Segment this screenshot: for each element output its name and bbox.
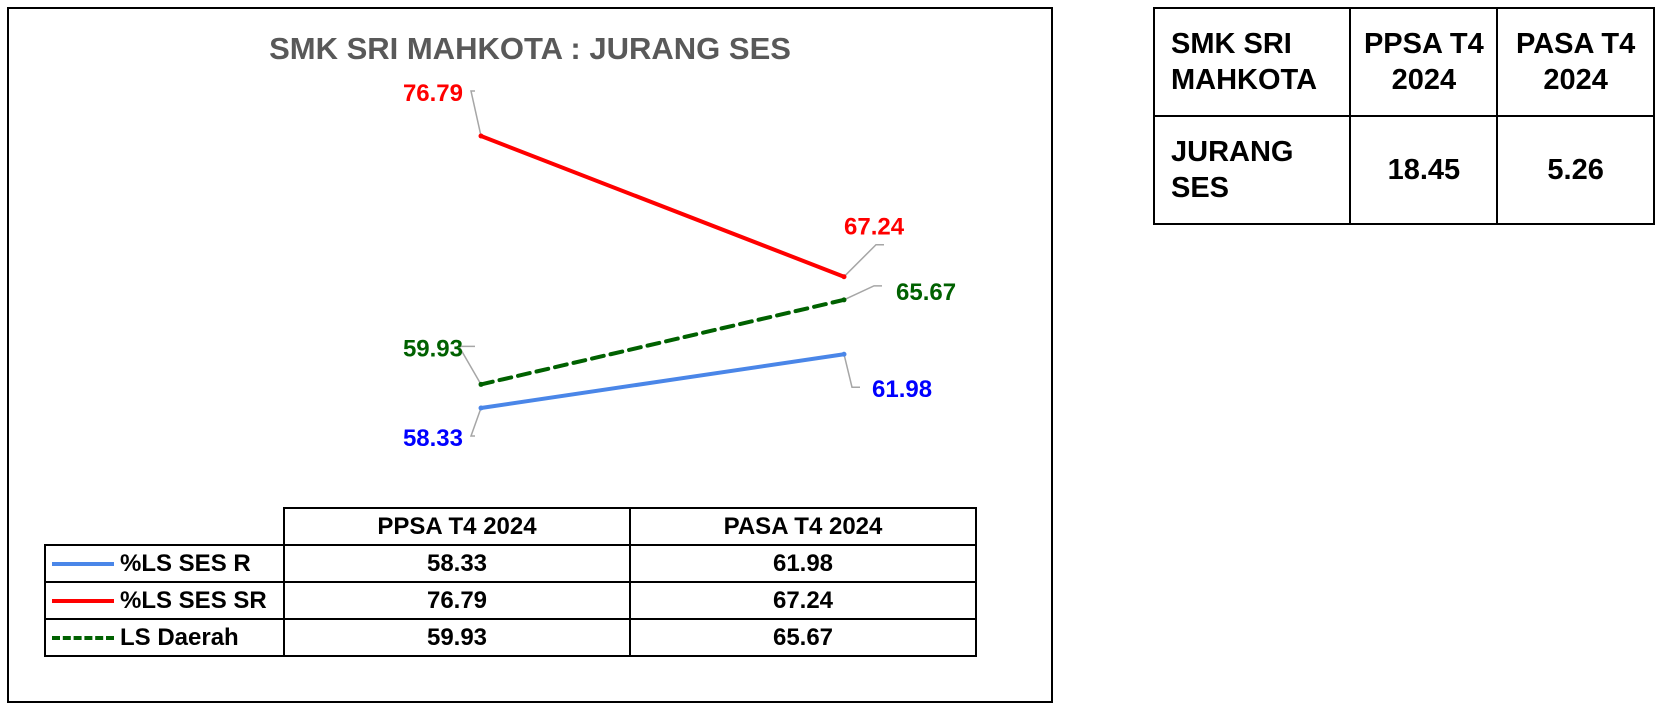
data-table-header-row: PPSA T4 2024 PASA T4 2024 (45, 507, 977, 546)
table-cell: 59.93 (283, 618, 631, 657)
data-table: PPSA T4 2024 PASA T4 2024 %LS SES R 58.3… (44, 507, 977, 657)
label-leader-line (843, 285, 882, 301)
summary-header-ppsa: PPSA T4 2024 (1349, 7, 1499, 117)
data-point-ses-sr (478, 133, 484, 139)
data-table-header-ppsa: PPSA T4 2024 (283, 507, 631, 546)
data-label-ses-sr: 67.24 (844, 214, 905, 241)
data-table-header-pasa: PASA T4 2024 (629, 507, 977, 546)
data-point-ls-daerah (841, 297, 847, 303)
summary-header-pasa: PASA T4 2024 (1496, 7, 1655, 117)
data-point-ses-sr (841, 274, 847, 280)
summary-value-pasa: 5.26 (1496, 115, 1655, 225)
chart-frame: SMK SRI MAHKOTA : JURANG SES 58.33 61.98 7… (7, 7, 1053, 703)
series-line-ses-r (479, 352, 846, 410)
table-cell: 67.24 (629, 581, 977, 620)
summary-value-ppsa: 18.45 (1349, 115, 1499, 225)
label-leader-line (843, 243, 884, 278)
label-leader-line (843, 354, 860, 388)
data-table-row: LS Daerah 59.93 65.67 (44, 618, 977, 657)
label-leader-line (457, 345, 482, 385)
table-cell: 61.98 (629, 544, 977, 583)
data-label-ses-r: 61.98 (872, 376, 932, 403)
data-label-ses-r: 58.33 (403, 425, 463, 452)
legend-label: LS Daerah (120, 623, 239, 651)
data-point-ls-daerah (478, 381, 484, 387)
legend-label: %LS SES R (120, 549, 251, 577)
data-label-ls-daerah: 59.93 (403, 335, 463, 362)
data-point-ses-r (841, 351, 847, 357)
label-leader-line (469, 407, 482, 437)
summary-header-school: SMK SRI MAHKOTA (1152, 7, 1352, 117)
series-line-ls-daerah (479, 297, 846, 387)
table-cell: 58.33 (283, 544, 631, 583)
data-point-ses-r (478, 405, 484, 411)
legend-label: %LS SES SR (120, 586, 267, 614)
data-table-row: %LS SES SR 76.79 67.24 (44, 581, 977, 620)
legend-entry-ls-daerah: LS Daerah (44, 618, 285, 657)
legend-key-ses-sr (52, 599, 114, 604)
data-table-row: %LS SES R 58.33 61.98 (44, 544, 977, 583)
legend-entry-ses-r: %LS SES R (44, 544, 285, 583)
plot-area: 58.33 61.98 76.79 67.24 59.93 65.67 (403, 80, 956, 452)
label-leader-line (470, 90, 482, 137)
data-label-ls-daerah: 65.67 (896, 279, 956, 306)
legend-entry-ses-sr: %LS SES SR (44, 581, 285, 620)
data-label-ses-sr: 76.79 (403, 80, 463, 107)
summary-header-row: SMK SRI MAHKOTA PPSA T4 2024 PASA T4 202… (1152, 7, 1655, 117)
summary-value-row: JURANG SES 18.45 5.26 (1152, 115, 1655, 225)
legend-key-ses-r (52, 562, 114, 567)
table-cell: 76.79 (283, 581, 631, 620)
table-cell: 65.67 (629, 618, 977, 657)
summary-row-label: JURANG SES (1152, 115, 1352, 225)
series-line-ses-sr (479, 134, 846, 279)
chart-title: SMK SRI MAHKOTA : JURANG SES (269, 31, 791, 66)
summary-table: SMK SRI MAHKOTA PPSA T4 2024 PASA T4 202… (1152, 7, 1655, 225)
legend-key-ls-daerah (52, 636, 114, 641)
